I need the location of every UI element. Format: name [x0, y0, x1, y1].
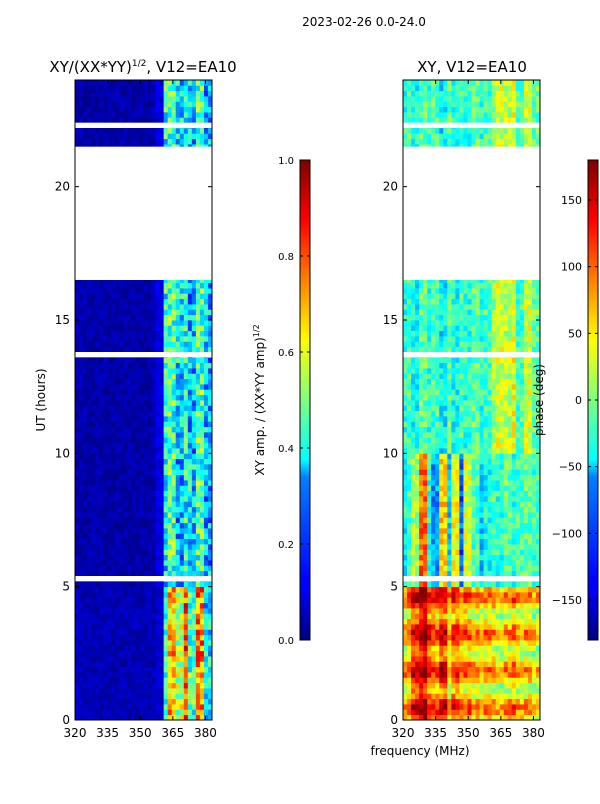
- phase-panel-title: XY, V12=EA10: [417, 58, 527, 76]
- y-tick-label: 0: [390, 713, 398, 727]
- colorbar-tick-label: 150: [561, 194, 582, 207]
- amplitude-y-axis-label: UT (hours): [34, 368, 48, 431]
- amplitude-panel: XY/(XX*YY)1/2, V12=EA10 320 335 350 365 380 0…: [34, 58, 237, 740]
- x-tick-label: 350: [129, 726, 152, 740]
- colorbar-tick-label: 0.8: [278, 252, 294, 263]
- y-tick-label: 15: [383, 313, 398, 327]
- x-tick-label: 320: [64, 726, 87, 740]
- y-tick-label: 15: [55, 313, 70, 327]
- x-tick-label: 335: [424, 726, 447, 740]
- shared-x-axis-label: frequency (MHz): [370, 744, 469, 758]
- y-tick-label: 10: [383, 446, 398, 460]
- x-tick-label: 380: [194, 726, 217, 740]
- colorbar-tick-label: 0.6: [278, 348, 294, 359]
- phase-colorbar-label: phase (deg): [532, 364, 546, 436]
- y-tick-label: 20: [55, 180, 70, 194]
- y-tick-label: 10: [55, 446, 70, 460]
- phase-colorbar: −150 −100 −50 0 50 100 150 phase (deg): [532, 160, 598, 640]
- colorbar-tick-label: 0: [575, 394, 582, 407]
- figure-suptitle: 2023-02-26 0.0-24.0: [302, 15, 426, 29]
- colorbar-tick-label: 0.4: [278, 444, 294, 455]
- colorbar-tick-label: 1.0: [278, 156, 294, 167]
- y-tick-label: 5: [62, 580, 70, 594]
- x-tick-label: 320: [392, 726, 415, 740]
- x-tick-label: 335: [96, 726, 119, 740]
- x-tick-label: 350: [457, 726, 480, 740]
- x-tick-label: 365: [489, 726, 512, 740]
- colorbar-tick-label: 100: [561, 261, 582, 274]
- colorbar-tick-label: 50: [568, 327, 582, 340]
- phase-panel: XY, V12=EA10 320 335 350 365 380 0 5 10 15 20: [383, 58, 545, 740]
- colorbar-tick-label: −150: [552, 594, 582, 607]
- colorbar-tick-label: 0.0: [278, 636, 294, 647]
- amplitude-colorbar-gradient: [300, 160, 310, 640]
- y-tick-label: 20: [383, 180, 398, 194]
- colorbar-tick-label: −100: [552, 527, 582, 540]
- amplitude-colorbar: 0.0 0.2 0.4 0.6 0.8 1.0 XY amp. / (XX*YY amp)…: [252, 156, 310, 647]
- y-tick-label: 0: [62, 713, 70, 727]
- colorbar-tick-label: 0.2: [278, 540, 294, 551]
- amplitude-colorbar-label: XY amp. / (XX*YY amp)1/2: [252, 324, 267, 475]
- amplitude-panel-title: XY/(XX*YY)1/2, V12=EA10: [49, 58, 236, 76]
- x-tick-label: 365: [161, 726, 184, 740]
- x-tick-label: 380: [522, 726, 545, 740]
- colorbar-tick-label: −50: [559, 461, 582, 474]
- y-tick-label: 5: [390, 580, 398, 594]
